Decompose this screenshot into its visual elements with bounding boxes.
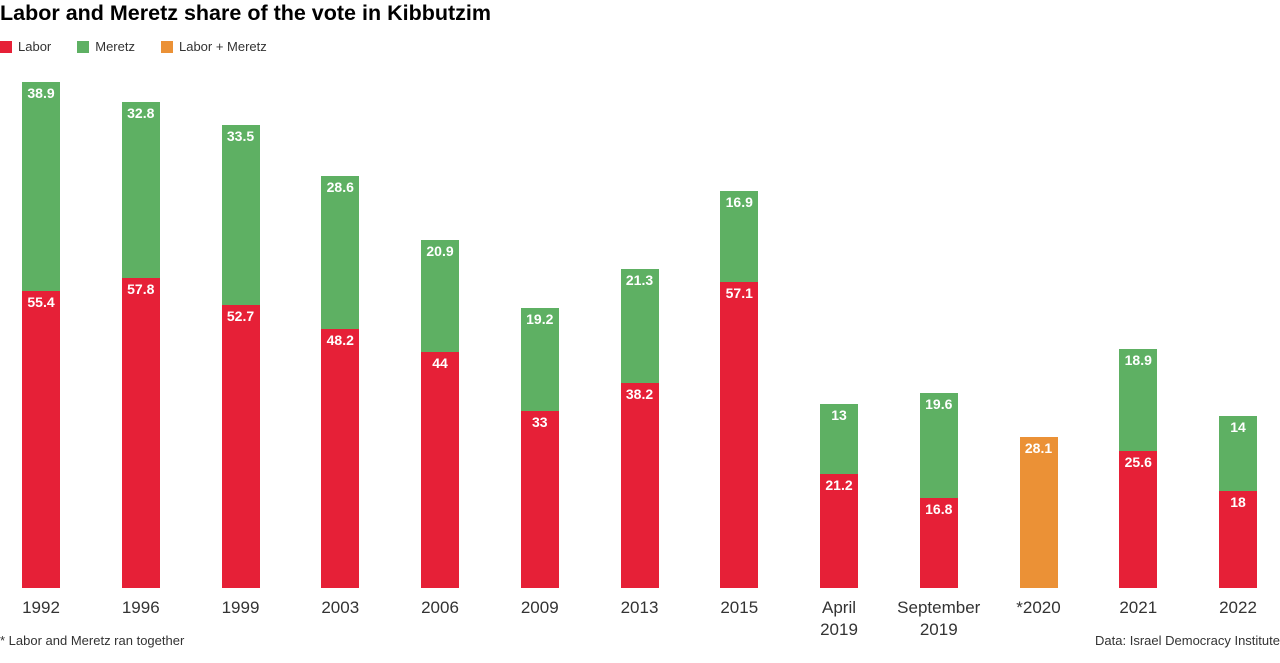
bar-meretz-2009: 19.2 [520,307,559,411]
bar-meretz-2021: 18.9 [1119,349,1158,451]
bar-labor-2015: 57.1 [720,281,759,588]
data-label: 19.2 [526,310,554,327]
legend-label-meretz: Meretz [95,39,135,54]
bar-meretz-2015: 16.9 [720,190,759,282]
data-label: 32.8 [127,104,155,121]
bar-meretz-2003: 28.6 [321,175,360,330]
data-label: 13 [831,407,847,424]
data-label: 52.7 [226,308,255,325]
data-label: 14 [1230,419,1246,436]
data-label: 28.6 [326,178,354,195]
legend: Labor Meretz Labor + Meretz [0,39,293,55]
bar-meretz-september-2019: 19.6 [919,392,958,498]
bar-meretz-1996: 32.8 [121,101,160,278]
x-tick-label: 2013 [620,598,659,617]
bar-meretz-2022: 14 [1219,416,1257,492]
x-tick-label: *2020 [1016,598,1061,617]
x-tick-label: 2021 [1119,598,1158,617]
bar-labor-1996: 57.8 [121,277,160,588]
data-label: 44 [432,354,448,371]
bar-labor-2003: 48.2 [321,329,360,588]
bar-meretz-april-2019: 13 [820,404,858,475]
x-tick-label: 1992 [22,598,60,617]
x-tick-label: 1996 [121,598,160,617]
x-tick-label: September 2019 [897,598,981,639]
bar-labor-2021: 25.6 [1119,450,1158,588]
x-tick-label: 2022 [1219,598,1257,617]
bar-meretz-2006: 20.9 [421,239,459,352]
data-label: 38.9 [27,84,55,101]
data-label: 25.6 [1124,453,1152,470]
legend-item-meretz: Meretz [77,39,135,55]
legend-swatch-labor [0,41,12,53]
x-tick-label: 1999 [221,598,260,617]
data-label: 33.5 [226,128,255,145]
bar-labor-meretz-2020: 28.1 [1019,437,1058,588]
legend-item-labor: Labor [0,39,51,55]
bar-labor-2013: 38.2 [620,383,659,588]
bar-meretz-2013: 21.3 [620,268,659,383]
data-label: 16.8 [925,500,953,517]
bar-labor-2022: 18 [1219,491,1257,588]
bar-labor-1999: 52.7 [221,305,260,588]
legend-swatch-meretz [77,41,90,53]
legend-label-labor: Labor [18,39,52,54]
source-note: Data: Israel Democracy Institute [1095,633,1280,648]
data-label: 18.9 [1124,352,1152,369]
bar-meretz-1999: 33.5 [221,125,260,306]
legend-swatch-labor-meretz [160,41,173,53]
data-label: 28.1 [1024,440,1053,457]
x-tick-label: April 2019 [820,598,858,639]
data-label: 20.9 [426,242,454,259]
data-label: 57.1 [725,284,753,301]
x-tick-label: 2015 [720,598,759,617]
data-label: 57.8 [127,280,155,297]
x-tick-label: 2003 [321,598,360,617]
data-label: 21.2 [825,477,853,494]
data-label: 48.2 [326,332,354,349]
legend-item-labor-meretz: Labor + Meretz [160,39,267,55]
bar-labor-2006: 44 [421,351,459,588]
footnote: * Labor and Meretz ran together [0,633,185,648]
data-label: 33 [531,413,548,430]
data-label: 21.3 [625,271,654,288]
bar-labor-april-2019: 21.2 [820,474,858,588]
data-label: 18 [1230,494,1246,511]
data-label: 55.4 [27,293,55,310]
data-label: 16.9 [725,193,753,210]
chart-title: Labor and Meretz share of the vote in Ki… [0,1,491,25]
legend-label-labor-meretz: Labor + Meretz [178,39,267,54]
data-label: 38.2 [625,386,654,403]
bar-labor-2009: 33 [520,410,559,588]
plot-area: 55.4 38.9 1992 57.8 32.8 1996 52.7 33.5 1999 48.2… [0,70,1280,641]
x-tick-label: 2006 [421,598,459,617]
bar-labor-1992: 55.4 [22,290,60,588]
bar-meretz-1992: 38.9 [22,81,60,291]
x-tick-label: 2009 [520,598,559,617]
data-label: 19.6 [925,395,953,412]
bar-labor-september-2019: 16.8 [919,497,958,588]
